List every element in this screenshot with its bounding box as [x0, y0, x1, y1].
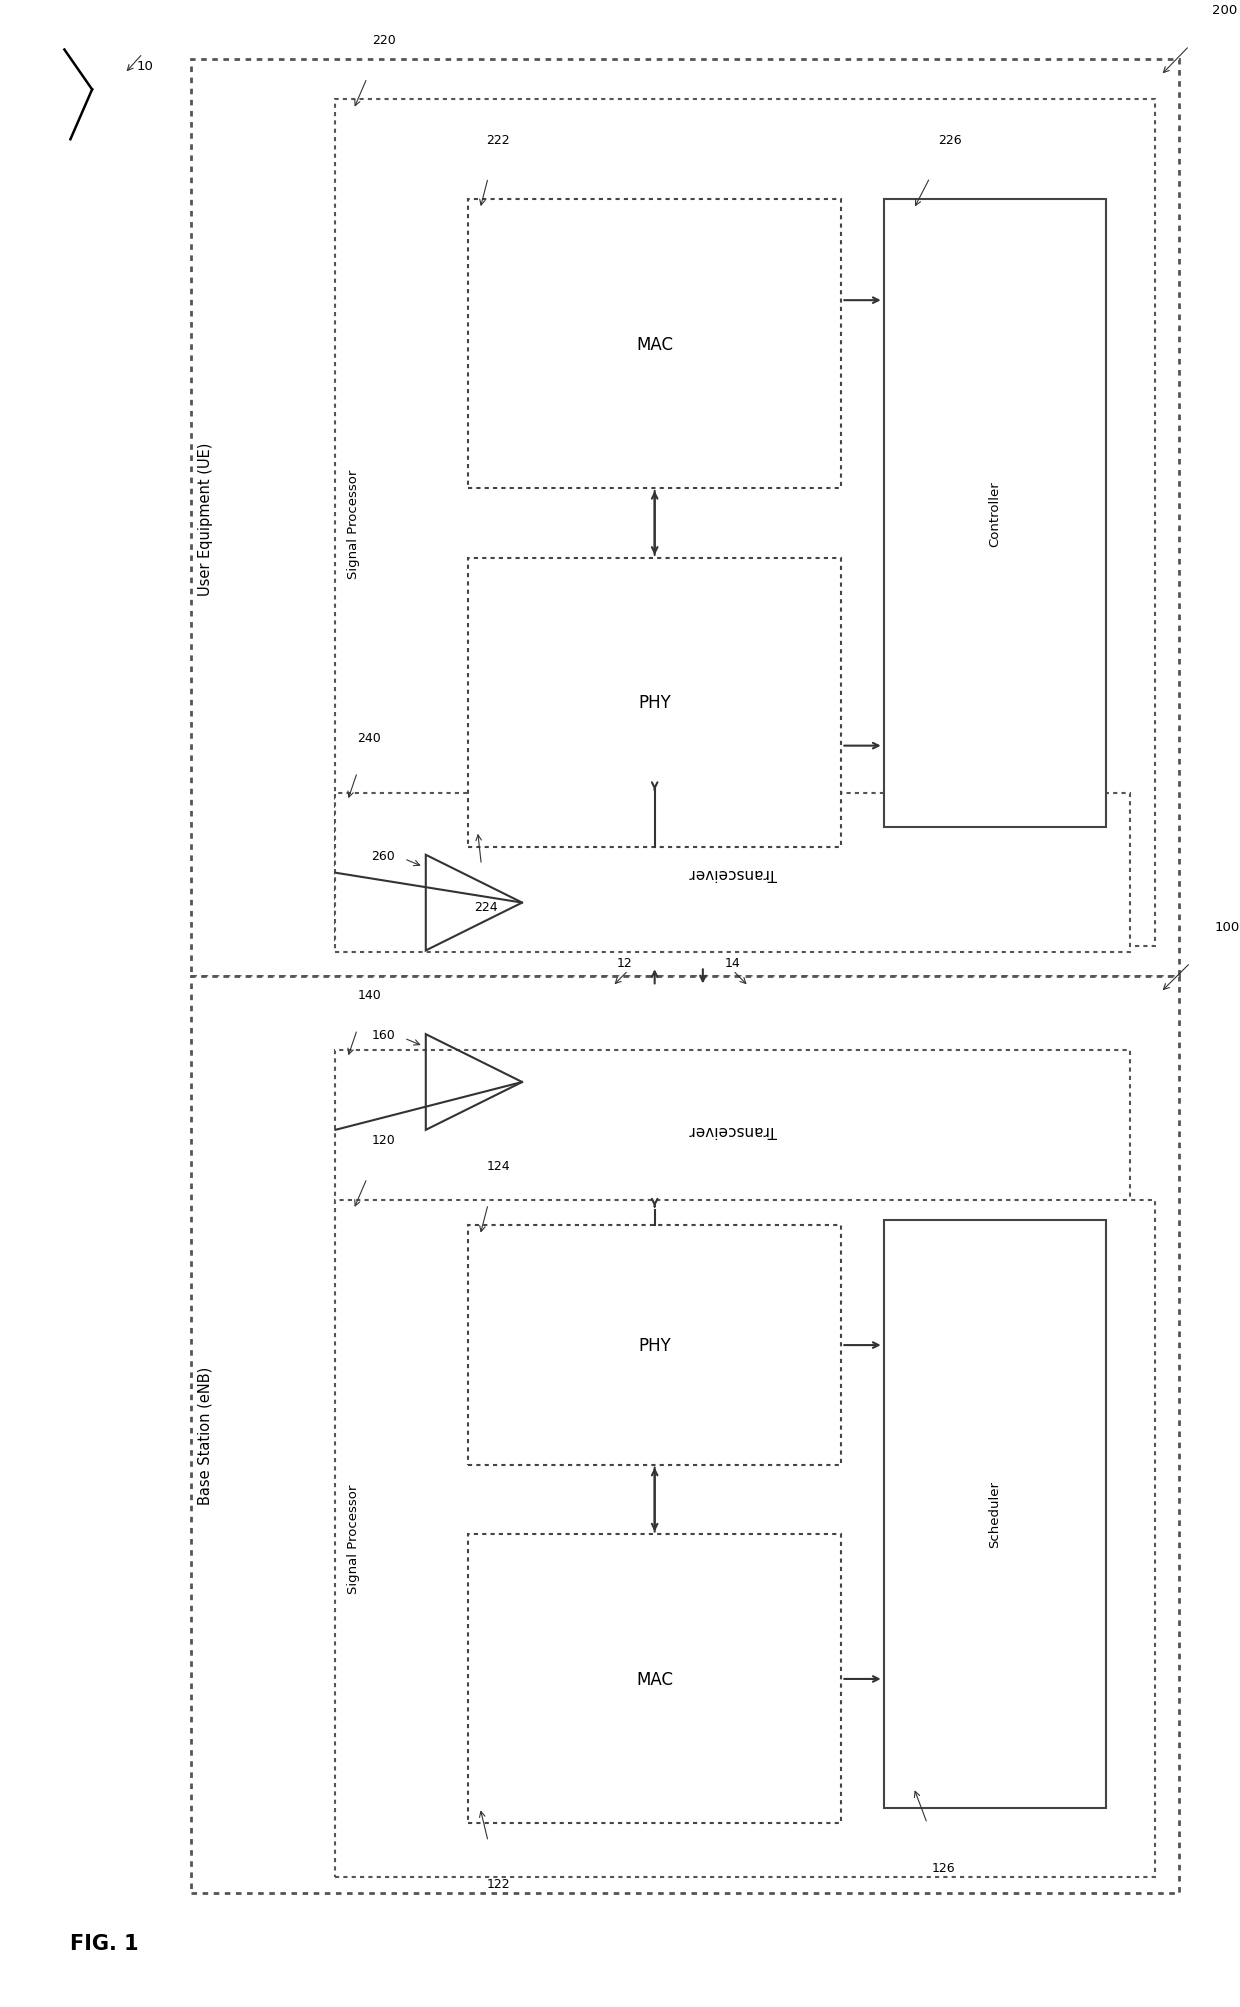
Text: 12: 12 [616, 957, 632, 969]
Bar [467, 1535, 842, 1824]
Text: User Equipment (UE): User Equipment (UE) [198, 442, 213, 596]
Text: FIG. 1: FIG. 1 [71, 1933, 139, 1953]
Text: Scheduler: Scheduler [988, 1481, 1002, 1547]
Text: 14: 14 [725, 957, 740, 969]
Bar [336, 100, 1154, 947]
Text: 100: 100 [1214, 921, 1240, 933]
Bar [336, 793, 1131, 953]
Text: 224: 224 [474, 901, 497, 913]
Bar [191, 60, 1179, 977]
Bar [191, 977, 1179, 1893]
Text: 126: 126 [932, 1860, 956, 1875]
Text: 124: 124 [486, 1160, 510, 1172]
Text: PHY: PHY [639, 694, 671, 712]
Text: 122: 122 [486, 1877, 510, 1891]
Text: Signal Processor: Signal Processor [347, 1483, 360, 1594]
Text: Controller: Controller [988, 482, 1002, 546]
Text: 160: 160 [372, 1030, 396, 1042]
Bar [336, 1200, 1154, 1877]
Text: MAC: MAC [636, 1670, 673, 1688]
Text: 260: 260 [372, 849, 396, 863]
Text: 120: 120 [372, 1134, 396, 1146]
Bar [467, 1226, 842, 1465]
Text: Transceiver: Transceiver [689, 865, 776, 881]
Text: Base Station (eNB): Base Station (eNB) [198, 1367, 213, 1503]
Bar [467, 201, 842, 490]
Text: 240: 240 [357, 731, 381, 745]
Text: 10: 10 [136, 60, 154, 74]
Bar [884, 201, 1106, 827]
Text: 226: 226 [937, 134, 961, 147]
Bar [336, 1050, 1131, 1210]
Text: Transceiver: Transceiver [689, 1122, 776, 1138]
Text: 140: 140 [357, 987, 381, 1001]
Bar [467, 558, 842, 847]
Text: Signal Processor: Signal Processor [347, 470, 360, 578]
Text: MAC: MAC [636, 335, 673, 353]
Text: PHY: PHY [639, 1337, 671, 1355]
Text: 222: 222 [486, 134, 510, 147]
Text: 220: 220 [372, 34, 396, 46]
Bar [884, 1220, 1106, 1808]
Text: 200: 200 [1211, 4, 1238, 18]
